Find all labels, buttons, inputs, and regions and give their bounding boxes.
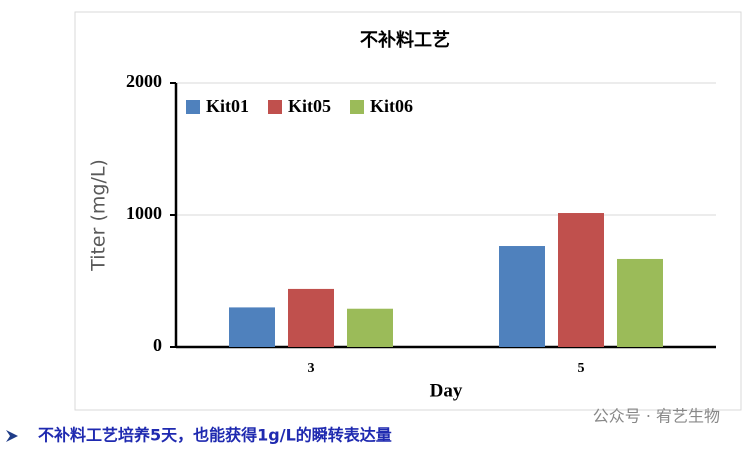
y-axis-title: Titer (mg/L) (88, 159, 110, 272)
legend-swatch (268, 100, 282, 114)
x-axis-title: Day (430, 380, 463, 401)
bullet-arrow (6, 430, 18, 442)
x-tick-label: 3 (308, 361, 315, 376)
y-tick-label: 1000 (126, 203, 162, 223)
bar (617, 258, 663, 347)
legend-label: Kit01 (206, 96, 249, 116)
caption: 不补料工艺培养5天，也能获得1g/L的瞬转表达量 (38, 426, 392, 445)
bar (558, 213, 604, 347)
legend-swatch (350, 100, 364, 114)
bar (499, 246, 545, 347)
legend-label: Kit05 (288, 96, 331, 116)
chart-title: 不补料工艺 (360, 29, 450, 50)
bar (288, 288, 334, 347)
legend-label: Kit06 (370, 96, 413, 116)
y-tick-label: 2000 (126, 71, 162, 91)
x-tick-label: 5 (578, 361, 585, 376)
watermark: 公众号 · 宥艺生物 (593, 407, 720, 426)
legend-swatch (186, 100, 200, 114)
bar (347, 308, 393, 347)
y-tick-label: 0 (153, 335, 162, 355)
bar (229, 307, 275, 347)
